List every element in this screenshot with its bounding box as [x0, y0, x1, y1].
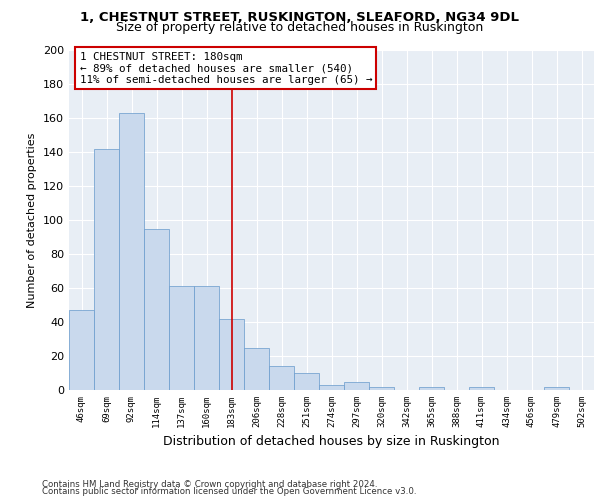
- Text: Contains public sector information licensed under the Open Government Licence v3: Contains public sector information licen…: [42, 487, 416, 496]
- Text: 1 CHESTNUT STREET: 180sqm
← 89% of detached houses are smaller (540)
11% of semi: 1 CHESTNUT STREET: 180sqm ← 89% of detac…: [79, 52, 372, 85]
- Bar: [169, 286, 194, 390]
- Bar: [469, 386, 494, 390]
- Bar: [344, 382, 369, 390]
- Bar: [419, 386, 444, 390]
- Bar: [119, 113, 144, 390]
- Bar: [269, 366, 294, 390]
- Bar: [94, 148, 119, 390]
- Text: Size of property relative to detached houses in Ruskington: Size of property relative to detached ho…: [116, 22, 484, 35]
- Bar: [194, 286, 219, 390]
- Text: Contains HM Land Registry data © Crown copyright and database right 2024.: Contains HM Land Registry data © Crown c…: [42, 480, 377, 489]
- Bar: [319, 385, 344, 390]
- Bar: [244, 348, 269, 390]
- Bar: [219, 318, 244, 390]
- Text: 1, CHESTNUT STREET, RUSKINGTON, SLEAFORD, NG34 9DL: 1, CHESTNUT STREET, RUSKINGTON, SLEAFORD…: [80, 11, 520, 24]
- Bar: [144, 228, 169, 390]
- Bar: [294, 373, 319, 390]
- X-axis label: Distribution of detached houses by size in Ruskington: Distribution of detached houses by size …: [163, 436, 500, 448]
- Bar: [544, 386, 569, 390]
- Y-axis label: Number of detached properties: Number of detached properties: [28, 132, 37, 308]
- Bar: [69, 310, 94, 390]
- Bar: [369, 386, 394, 390]
